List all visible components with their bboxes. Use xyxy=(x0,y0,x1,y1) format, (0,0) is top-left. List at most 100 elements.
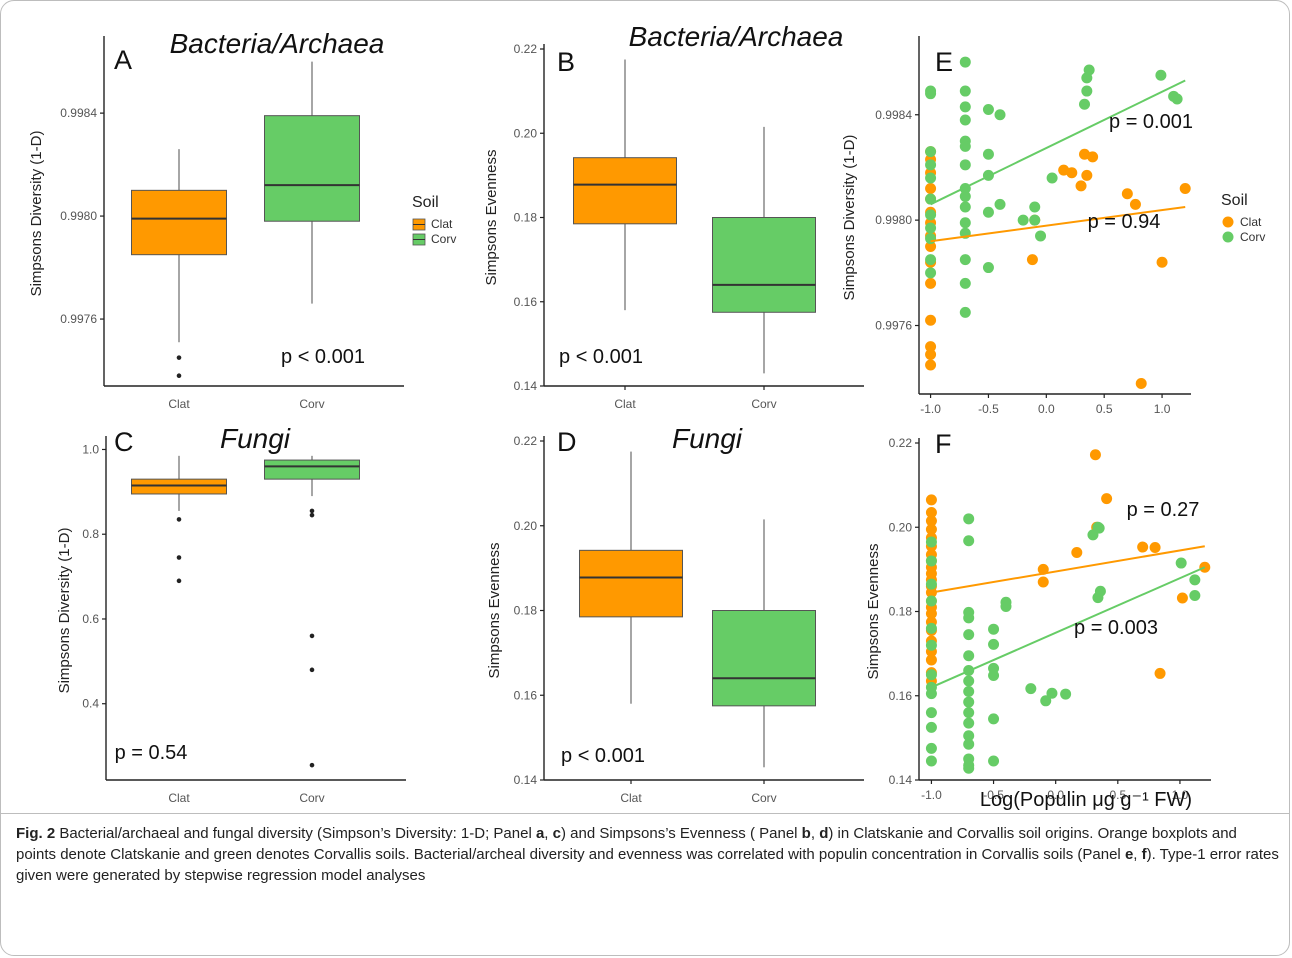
point-corv xyxy=(959,159,971,171)
point-corv xyxy=(982,206,994,218)
point-corv xyxy=(925,88,937,100)
x-tick-label: 0.5 xyxy=(1109,788,1126,802)
point-corv xyxy=(1171,93,1183,105)
y-axis-label: Simpsons Diversity (1-D) xyxy=(28,131,45,297)
box-corv xyxy=(264,115,360,222)
outlier-point xyxy=(176,517,182,522)
p-value-annotation: p < 0.001 xyxy=(559,346,643,368)
point-clat xyxy=(925,654,937,666)
box-corv xyxy=(712,610,816,707)
panel-e-scatter: 0.9976 0.9980 0.9984 Simpsons Diversity (1-… xyxy=(841,36,1193,416)
y-tick-label: 0.18 xyxy=(514,604,538,618)
point-corv xyxy=(925,146,937,158)
figure-caption: Fig. 2 Bacterial/archaeal and fungal div… xyxy=(16,823,1281,886)
x-axis-label: Log(Populin μg g⁻¹ FW) xyxy=(980,789,1192,811)
panel-letter: F xyxy=(935,429,952,459)
point-clat xyxy=(1176,592,1188,604)
point-clat xyxy=(1087,151,1099,163)
point-corv xyxy=(988,713,1000,725)
point-corv xyxy=(988,623,1000,635)
y-axis-label: Simpsons Evenness xyxy=(486,543,503,679)
y-tick-label: 0.6 xyxy=(82,612,99,626)
point-corv xyxy=(1189,589,1201,601)
panel-b-boxplot: 0.14 0.16 0.18 0.20 0.22 Simpsons Evenness B Ba… xyxy=(483,21,864,411)
p-value-annotation: p = 0.003 xyxy=(1074,617,1158,639)
fit-line-clat xyxy=(931,545,1205,594)
caption-figure-label: Fig. 2 xyxy=(16,825,56,842)
x-tick-label: Corv xyxy=(751,397,776,411)
point-corv xyxy=(963,738,975,750)
y-tick-label: 0.16 xyxy=(514,295,538,309)
point-clat xyxy=(925,608,937,620)
panel-d-boxplot: 0.14 0.16 0.18 0.20 0.22 Simpsons Evenness D Fu… xyxy=(486,423,864,805)
x-tick-label: 0.0 xyxy=(1038,402,1055,416)
x-tick-label: Corv xyxy=(751,791,776,805)
p-value-annotation: p < 0.001 xyxy=(561,745,645,767)
point-corv xyxy=(1079,98,1091,110)
y-tick-label: 0.22 xyxy=(889,436,913,450)
caption-text: , xyxy=(1133,846,1142,863)
point-corv xyxy=(988,638,1000,650)
caption-panel-ref: c xyxy=(552,825,561,842)
caption-panel-ref: a xyxy=(535,825,545,842)
point-clat xyxy=(1089,449,1101,461)
y-tick-label: 0.18 xyxy=(889,605,913,619)
point-corv xyxy=(963,686,975,698)
point-corv xyxy=(925,233,937,245)
point-corv xyxy=(1017,214,1029,226)
x-tick-label: Clat xyxy=(168,397,190,411)
p-value-annotation: p = 0.94 xyxy=(1088,211,1161,233)
point-corv xyxy=(963,730,975,742)
box-clat xyxy=(579,549,683,618)
legend-swatch-clat xyxy=(1222,216,1234,228)
point-corv xyxy=(925,555,937,567)
point-corv xyxy=(1040,695,1052,707)
point-corv xyxy=(1029,201,1041,213)
outlier-point xyxy=(176,373,182,379)
point-corv xyxy=(1083,64,1095,76)
x-tick-label: -1.0 xyxy=(921,788,942,802)
panel-f-scatter: 0.14 0.16 0.18 0.20 0.22 Simpsons Evenness F -1… xyxy=(865,429,1211,811)
point-clat xyxy=(1101,493,1113,505)
y-tick-label: 0.9976 xyxy=(60,312,97,326)
point-corv xyxy=(925,578,937,590)
panel-title: Bacteria/Archaea xyxy=(170,28,385,59)
point-clat xyxy=(925,183,937,195)
point-corv xyxy=(959,190,971,202)
caption-panel-ref: b xyxy=(801,825,811,842)
x-tick-label: -0.5 xyxy=(978,402,999,416)
caption-text: ). Type-1 error rates given were generat… xyxy=(16,846,1279,884)
point-corv xyxy=(1035,230,1047,242)
point-clat xyxy=(1026,254,1038,266)
point-corv xyxy=(925,622,937,634)
y-tick-label: 0.22 xyxy=(514,42,538,56)
point-corv xyxy=(959,254,971,266)
legend-entry: Corv xyxy=(431,232,456,246)
point-corv xyxy=(988,755,1000,767)
x-tick-label: Clat xyxy=(614,397,636,411)
point-corv xyxy=(925,707,937,719)
y-tick-label: 0.9984 xyxy=(60,106,97,120)
point-clat xyxy=(1179,183,1191,195)
legend-title: Soil xyxy=(412,194,439,211)
point-corv xyxy=(925,209,937,221)
point-clat xyxy=(1071,547,1083,559)
caption-panel-ref: f xyxy=(1141,846,1147,863)
y-tick-label: 0.18 xyxy=(514,211,538,225)
caption-divider xyxy=(1,813,1289,814)
panel-a-boxplot: 0.9976 0.9980 0.9984 Simpsons Diversity (1-… xyxy=(28,28,404,411)
y-axis-label: Simpsons Evenness xyxy=(865,544,882,680)
outlier-point xyxy=(309,508,315,514)
x-tick-label: -0.5 xyxy=(983,788,1004,802)
point-corv xyxy=(959,306,971,318)
point-corv xyxy=(963,696,975,708)
point-clat xyxy=(925,240,937,252)
caption-text: ) in Clatskanie and Corvallis soil origi… xyxy=(16,825,1237,863)
y-tick-label: 0.9980 xyxy=(60,209,97,223)
legend-swatch-corv xyxy=(1222,231,1234,243)
panel-title: Fungi xyxy=(220,423,291,454)
point-clat xyxy=(1037,576,1049,588)
point-corv xyxy=(963,513,975,525)
point-corv xyxy=(982,262,994,274)
point-corv xyxy=(925,669,937,681)
